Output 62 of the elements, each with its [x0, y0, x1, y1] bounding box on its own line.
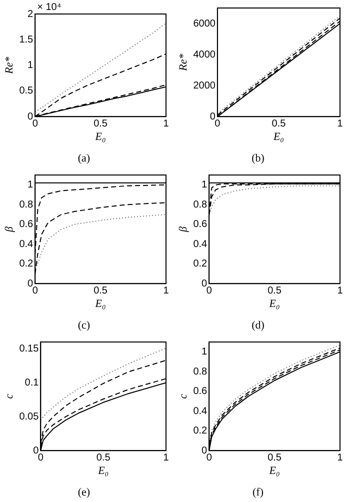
x-axis-title: E₀ [94, 131, 106, 144]
y-axis-title: Re* [177, 53, 190, 72]
y-tick-label: 0.8 [193, 366, 208, 378]
text: (d) [252, 319, 265, 332]
y-tick-label: 0.8 [193, 199, 208, 210]
y-axis-title: c [177, 394, 190, 399]
y-tick-label: 0.6 [193, 219, 208, 230]
text: (a) [78, 152, 90, 164]
text: × 10⁴ [37, 2, 62, 13]
x-tick-label: 1 [163, 285, 170, 296]
y-tick-label: 0.4 [19, 238, 34, 250]
y-tick-label: 0 [202, 278, 208, 290]
y-tick-label: 2 [28, 8, 34, 20]
y-tick-label: 0 [202, 445, 208, 456]
y-tick-label: 0.6 [19, 219, 34, 230]
y-tick-label: 0.5 [19, 86, 34, 97]
y-axis-title: β [177, 226, 190, 234]
x-tick-label: 1 [337, 285, 344, 296]
y-tick-label: 0 [210, 111, 216, 122]
y-axis-title: β [3, 226, 16, 234]
x-axis-title: E₀ [97, 465, 109, 478]
x-tick-label: 1 [163, 118, 170, 130]
x-axis-title: E₀ [94, 298, 106, 310]
y-tick-label: 1 [202, 346, 208, 358]
y-axis-title: Re* [3, 56, 16, 75]
y-tick-label: 1 [28, 180, 34, 191]
x-tick-label: 0.5 [96, 452, 111, 464]
y-tick-label: 0 [28, 278, 34, 290]
x-tick-label: 0.5 [268, 285, 282, 296]
y-tick-label: 0.6 [193, 386, 208, 398]
x-tick-label: 0.5 [94, 118, 108, 130]
y-axis-title: c [3, 394, 16, 399]
text: (b) [252, 152, 265, 164]
y-tick-label: 1.5 [19, 34, 34, 46]
x-axis-title: E₀ [272, 131, 284, 144]
y-tick-label: 2000 [193, 80, 216, 92]
y-tick-label: 1 [28, 60, 34, 72]
y-tick-label: 1 [202, 180, 208, 191]
x-axis-title: E₀ [268, 298, 280, 310]
x-axis-title: E₀ [268, 465, 280, 478]
y-tick-label: 0.2 [193, 258, 208, 270]
y-tick-label: 0 [28, 111, 34, 122]
text: (f) [252, 486, 264, 498]
x-tick-label: 0.5 [94, 285, 108, 296]
y-tick-label: 0 [33, 445, 40, 456]
x-tick-label: 0.5 [272, 118, 286, 130]
text: (c) [78, 319, 90, 332]
y-tick-label: 0.4 [193, 238, 208, 250]
text: (e) [78, 486, 90, 498]
x-tick-label: 0.5 [268, 452, 282, 464]
x-tick-label: 1 [337, 118, 344, 130]
x-tick-label: 1 [337, 452, 344, 464]
y-tick-label: 0.2 [19, 258, 34, 270]
y-tick-label: 4000 [193, 49, 216, 60]
y-tick-label: 0.2 [193, 426, 208, 437]
y-tick-label: 0.05 [19, 411, 40, 422]
y-tick-label: 0.1 [24, 377, 40, 388]
y-tick-label: 0.8 [19, 199, 34, 210]
y-tick-label: 6000 [193, 18, 216, 30]
x-tick-label: 1 [163, 452, 170, 464]
y-tick-label: 0.4 [193, 406, 208, 417]
y-tick-label: 0.15 [19, 344, 40, 355]
